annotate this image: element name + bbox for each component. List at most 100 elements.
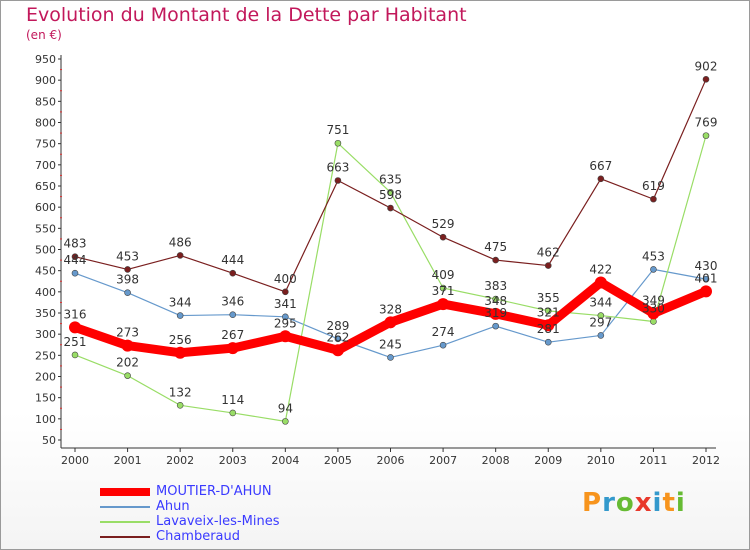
data-label: 619 [642, 179, 665, 193]
data-point [492, 256, 499, 264]
legend-swatch [100, 506, 150, 508]
y-tick-label: 750 [35, 138, 56, 151]
data-label: 319 [484, 306, 507, 320]
y-tick-label: 850 [35, 95, 56, 108]
x-tick-label: 2009 [534, 454, 562, 467]
data-label: 462 [537, 246, 560, 260]
data-label: 330 [642, 301, 665, 315]
data-point [650, 266, 657, 273]
x-tick-label: 2001 [114, 454, 142, 467]
y-tick-label: 250 [35, 349, 56, 362]
legend-swatch [100, 488, 150, 496]
y-tick-label: 450 [35, 265, 56, 278]
data-point [334, 139, 342, 147]
data-point [124, 289, 131, 296]
data-label: 348 [484, 294, 507, 308]
data-label: 349 [642, 293, 665, 307]
data-point [544, 262, 552, 269]
data-point [597, 175, 605, 183]
data-label: 346 [221, 295, 244, 309]
data-point [489, 307, 502, 320]
data-point [387, 204, 394, 212]
x-tick-label: 2011 [639, 454, 667, 467]
y-tick-label: 800 [35, 117, 56, 130]
data-label: 383 [484, 279, 507, 293]
data-label: 273 [116, 326, 139, 340]
data-point [282, 418, 289, 425]
data-label: 256 [169, 333, 192, 347]
data-point [71, 253, 79, 260]
data-point [279, 330, 292, 343]
data-label: 430 [695, 259, 718, 273]
proxiti-logo: Proxiti [582, 488, 686, 518]
y-tick-label: 900 [35, 74, 56, 87]
data-label: 401 [695, 271, 718, 285]
data-point [282, 288, 289, 296]
legend-item: MOUTIER-D'AHUN [100, 484, 279, 499]
data-label: 114 [221, 393, 244, 407]
data-point [492, 295, 499, 303]
data-point [331, 344, 344, 357]
data-point [334, 335, 342, 343]
x-tick-label: 2006 [377, 454, 405, 467]
legend: MOUTIER-D'AHUN Ahun Lavaveix-les-Mines C… [100, 484, 279, 544]
data-label: 422 [589, 263, 612, 277]
y-tick-label: 650 [35, 180, 56, 193]
series-layer [69, 76, 712, 425]
y-tick-label: 550 [35, 222, 56, 235]
data-label: 598 [379, 188, 402, 202]
y-tick-label: 700 [35, 159, 56, 172]
data-label: 475 [484, 240, 507, 254]
data-labels: 444 398 344 346 341 289 245 274 319 281 297 453 430 2… [64, 59, 718, 415]
data-label: 267 [221, 328, 244, 342]
y-tick-label: 400 [35, 286, 56, 299]
x-tick-label: 2003 [219, 454, 247, 467]
data-label: 344 [589, 296, 612, 310]
data-label: 667 [589, 159, 612, 173]
data-label: 94 [278, 401, 293, 415]
data-label: 400 [274, 272, 297, 286]
y-tick-label: 500 [35, 244, 56, 257]
data-label: 321 [537, 305, 560, 319]
data-label: 328 [379, 302, 402, 316]
data-point [69, 321, 81, 334]
data-label: 398 [116, 273, 139, 287]
data-label: 902 [695, 59, 718, 73]
data-point [71, 269, 79, 277]
chart-title: Evolution du Montant de la Dette par Hab… [26, 4, 467, 26]
data-label: 409 [432, 268, 455, 282]
data-point [387, 189, 394, 196]
data-label: 132 [169, 385, 192, 399]
data-point [124, 372, 131, 379]
data-point [229, 311, 237, 318]
data-point [176, 312, 184, 319]
data-label: 341 [274, 297, 297, 311]
legend-item: Ahun [100, 499, 279, 514]
x-tick-label: 2010 [587, 454, 615, 467]
data-point [702, 132, 710, 139]
data-point [702, 275, 710, 283]
data-point [544, 338, 552, 346]
y-tick-label: 300 [35, 328, 56, 341]
data-label: 316 [64, 307, 87, 321]
data-label: 295 [274, 316, 297, 330]
data-label: 453 [116, 249, 139, 263]
data-label: 251 [64, 335, 87, 349]
data-point [229, 269, 237, 277]
y-tick-label: 600 [35, 201, 56, 214]
data-point [594, 276, 607, 289]
x-tick-label: 2004 [271, 454, 299, 467]
data-point [174, 346, 187, 359]
x-tick-label: 2000 [61, 454, 89, 467]
legend-label: MOUTIER-D'AHUN [156, 484, 272, 499]
y-tick-label: 150 [35, 392, 56, 405]
data-point [121, 339, 134, 352]
data-point [387, 354, 394, 361]
data-point [124, 266, 131, 273]
data-label: 529 [432, 217, 455, 231]
data-point [439, 341, 447, 349]
y-tick-label: 200 [35, 371, 56, 384]
data-label: 274 [432, 325, 455, 339]
data-point [542, 319, 555, 332]
